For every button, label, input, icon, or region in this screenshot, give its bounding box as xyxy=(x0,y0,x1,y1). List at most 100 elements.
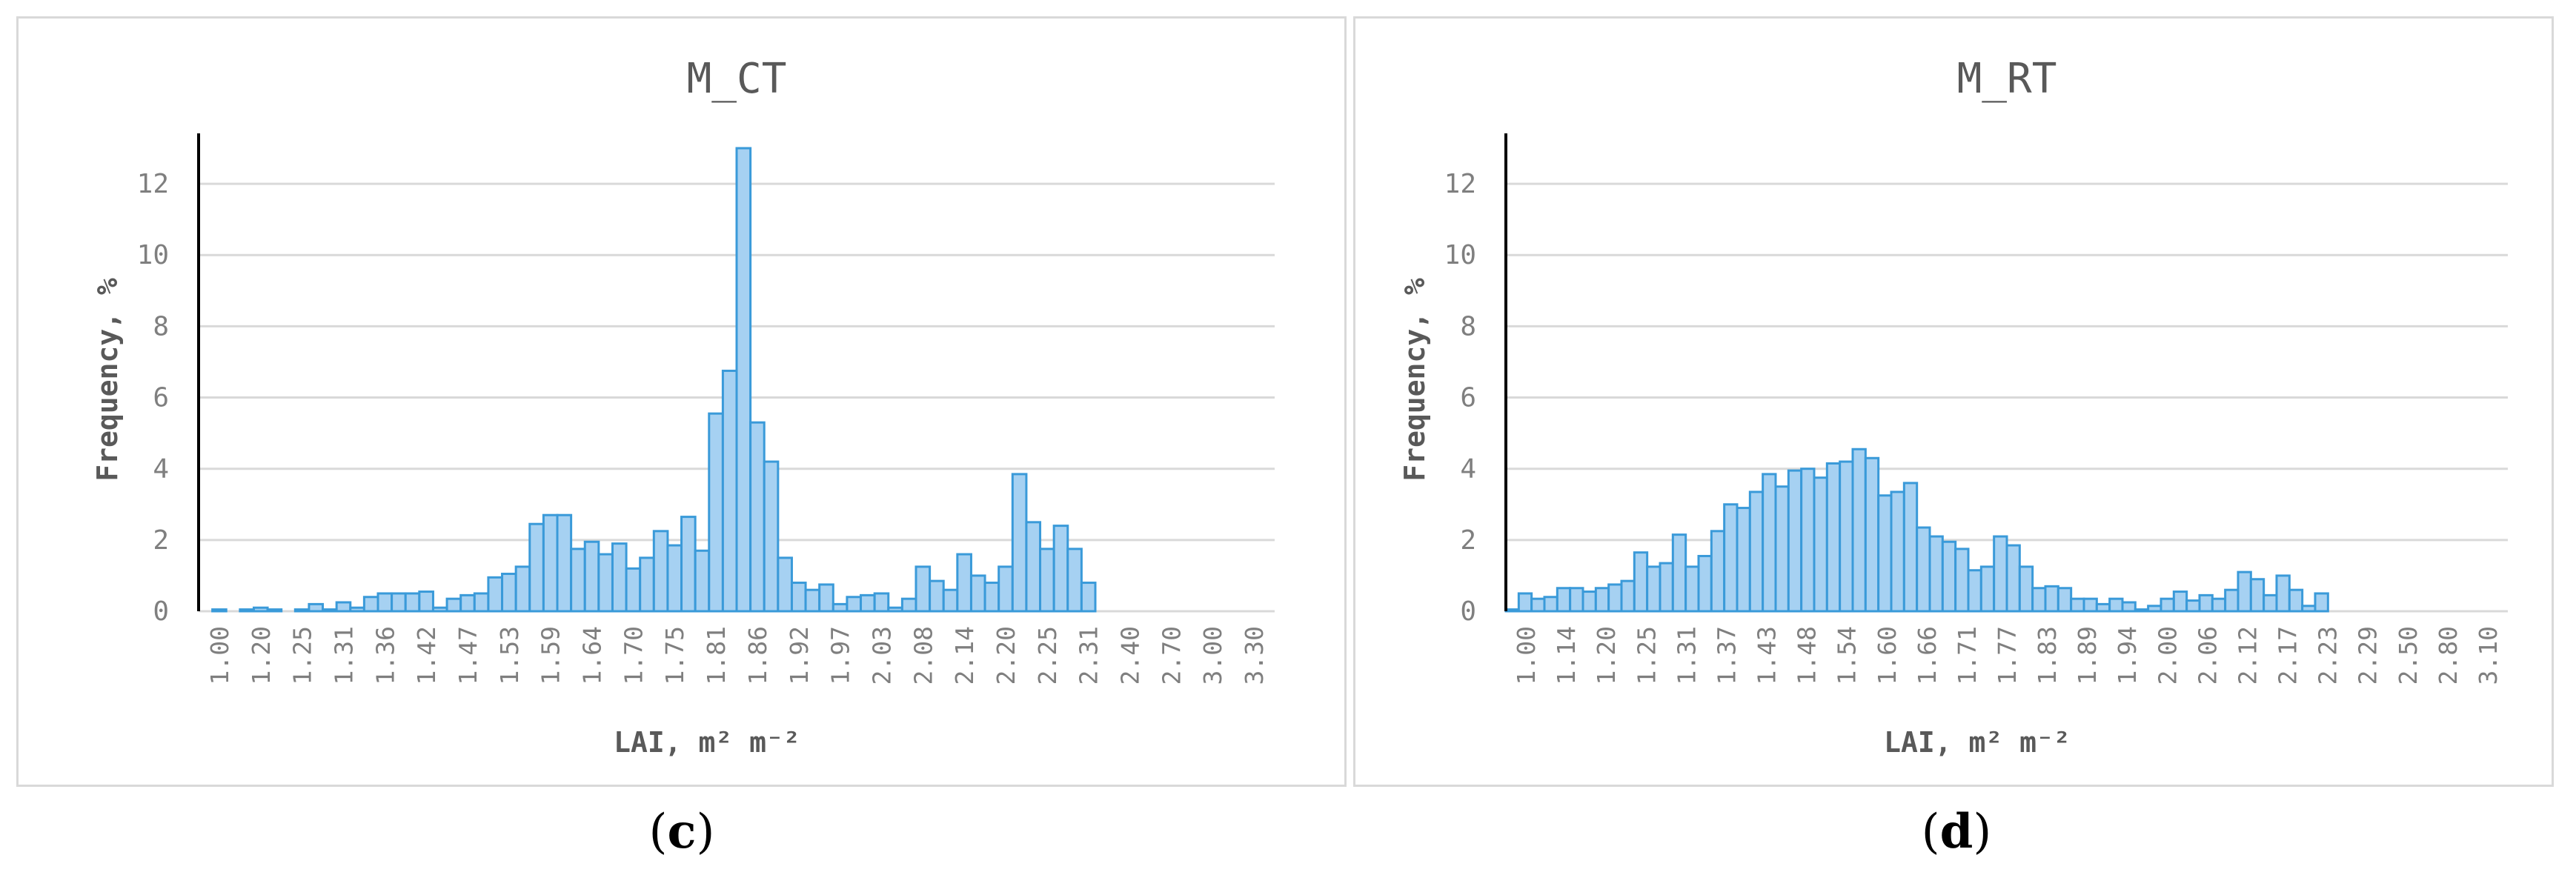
panel-label-d-letter: d xyxy=(1939,804,1974,859)
x-tick-label: 1.47 xyxy=(454,626,482,685)
histogram-bar xyxy=(376,592,394,613)
histogram-bar xyxy=(666,544,683,613)
histogram-bar xyxy=(528,522,545,613)
y-tick-label: 6 xyxy=(1460,383,1476,413)
chart-panel-c: M_CT 0 2 4 6 8 10 12 1.00 1.20 1.25 1.31 1.36 1.42 1.4… xyxy=(16,16,1347,787)
x-tick-label: 1.60 xyxy=(1873,626,1902,685)
histogram-bar xyxy=(514,565,531,613)
histogram-bar xyxy=(818,583,834,613)
x-tick-label: 2.23 xyxy=(2314,626,2343,685)
histogram-bar xyxy=(1581,590,1597,613)
x-tick-label: 1.77 xyxy=(1993,626,2022,685)
histogram-bar xyxy=(929,579,945,613)
histogram-bar xyxy=(1659,562,1674,613)
histogram-bar xyxy=(1800,468,1816,613)
histogram-bar xyxy=(983,582,1000,613)
histogram-bar xyxy=(293,608,311,613)
histogram-bar xyxy=(2288,588,2304,613)
x-tick-label: 2.12 xyxy=(2233,626,2262,685)
histogram-bar xyxy=(570,548,586,613)
histogram-bar xyxy=(1646,565,1662,613)
histogram-bar xyxy=(2082,597,2098,613)
histogram-bar xyxy=(914,565,932,613)
histogram-bar xyxy=(1530,597,1546,613)
histogram-bar xyxy=(846,596,863,613)
x-tick-label: 1.31 xyxy=(329,626,358,685)
x-axis-title: LAI, m² m⁻² xyxy=(1884,726,2071,759)
x-tick-label: 1.25 xyxy=(288,626,317,685)
histogram-bar xyxy=(1517,592,1533,613)
x-tick-label: 1.59 xyxy=(537,626,565,685)
x-tick-label: 2.08 xyxy=(909,626,937,685)
panel-label-c: (c) xyxy=(648,804,715,859)
x-tick-label: 2.00 xyxy=(2153,626,2182,685)
histogram-bar xyxy=(1967,569,1982,613)
x-tick-label: 1.70 xyxy=(619,626,648,685)
histogram-bar xyxy=(956,553,972,613)
histogram-bar xyxy=(1620,579,1636,613)
x-tick-label: 2.31 xyxy=(1075,626,1103,685)
histogram-bar xyxy=(1890,490,1905,613)
histogram-bar xyxy=(322,608,338,613)
panel-label-d: (d) xyxy=(1921,804,1992,859)
x-tick-label: 1.97 xyxy=(826,626,855,685)
x-tick-label: 1.20 xyxy=(247,626,276,685)
y-tick-label: 10 xyxy=(1444,240,1476,270)
x-tick-label: 1.00 xyxy=(205,626,234,685)
histogram-bar xyxy=(335,601,352,613)
histogram-bar xyxy=(831,602,849,613)
histogram-bar xyxy=(1607,583,1623,613)
histogram-bar xyxy=(1851,448,1867,613)
histogram-bar xyxy=(362,596,379,613)
histogram-bar xyxy=(2070,597,2085,613)
y-axis-title: Frequency, % xyxy=(1398,278,1431,482)
histogram-bar xyxy=(501,573,517,613)
x-tick-label: 1.48 xyxy=(1793,626,1822,685)
histogram-bar xyxy=(749,421,766,613)
x-tick-label: 1.43 xyxy=(1753,626,1782,685)
y-tick-label: 8 xyxy=(1460,311,1476,342)
x-tick-label: 1.53 xyxy=(495,626,524,685)
histogram-bar xyxy=(266,608,283,613)
histogram-bar xyxy=(1993,535,2008,613)
histogram-bar xyxy=(597,553,614,613)
y-tick-label: 12 xyxy=(1444,169,1476,199)
x-tick-label: 1.66 xyxy=(1913,626,1942,685)
histogram-bar xyxy=(239,608,255,613)
histogram-bar xyxy=(1902,482,1919,613)
x-tick-label: 1.25 xyxy=(1632,626,1661,685)
histogram-bar xyxy=(2057,587,2073,613)
x-tick-label: 1.37 xyxy=(1712,626,1741,685)
y-tick-label: 4 xyxy=(153,454,169,485)
histogram-bar xyxy=(252,606,269,613)
x-tick-label: 3.30 xyxy=(1240,626,1269,685)
histogram-bar xyxy=(1941,540,1957,613)
histogram-bar xyxy=(2249,578,2265,613)
histogram-bar xyxy=(2095,602,2111,613)
histogram-bar xyxy=(873,592,890,613)
x-tick-label: 1.36 xyxy=(371,626,399,685)
y-tick-label: 12 xyxy=(137,169,169,199)
x-tick-label: 1.89 xyxy=(2073,626,2102,685)
x-tick-label: 2.80 xyxy=(2434,626,2463,685)
histogram-bar xyxy=(942,588,959,613)
histogram-bar xyxy=(1066,548,1083,613)
histogram-bar xyxy=(2263,593,2278,613)
x-tick-label: 2.29 xyxy=(2354,626,2383,685)
histogram-bar xyxy=(1671,533,1687,613)
histogram-bar xyxy=(1569,587,1584,613)
histogram-bar xyxy=(418,590,434,613)
x-tick-label: 1.86 xyxy=(743,626,772,685)
y-tick-label: 8 xyxy=(153,311,169,342)
histogram-bar xyxy=(804,588,821,613)
x-tick-label: 2.50 xyxy=(2394,626,2423,685)
histogram-bar xyxy=(708,412,724,613)
histogram-bar xyxy=(1774,485,1790,613)
histogram-bar xyxy=(900,597,917,613)
y-axis-title: Frequency, % xyxy=(91,278,124,482)
histogram-bar xyxy=(777,556,793,613)
x-tick-label: 1.83 xyxy=(2033,626,2062,685)
histogram-bar xyxy=(2185,599,2201,613)
x-tick-label: 2.25 xyxy=(1033,626,1062,685)
chart-title: M_CT xyxy=(687,55,787,103)
